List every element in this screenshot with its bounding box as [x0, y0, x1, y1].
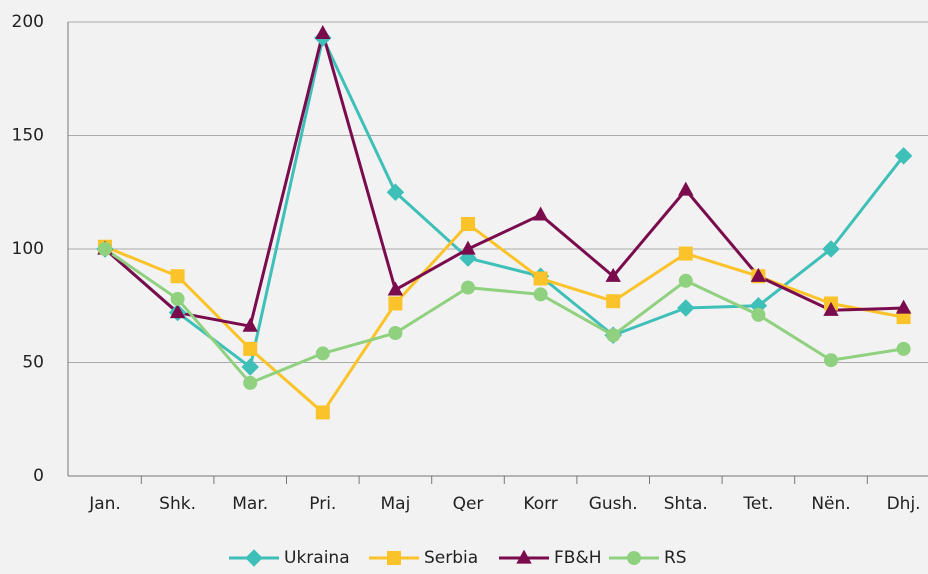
x-tick-label: Qer: [453, 494, 484, 514]
marker: [896, 341, 911, 356]
x-tick-label: Nën.: [811, 494, 850, 514]
marker: [98, 242, 112, 256]
marker: [678, 181, 694, 196]
legend-label: FB&H: [554, 548, 601, 568]
marker: [387, 281, 404, 296]
series-line: [104, 247, 904, 385]
marker: [606, 328, 621, 343]
marker: [388, 296, 403, 311]
marker: [678, 273, 693, 288]
y-tick-label: 150: [12, 126, 44, 146]
marker: [170, 269, 185, 284]
marker: [533, 271, 548, 286]
marker: [605, 267, 621, 282]
legend-marker: [387, 551, 401, 565]
marker: [533, 287, 548, 302]
marker: [460, 240, 476, 255]
marker: [315, 346, 330, 361]
marker: [606, 294, 621, 309]
marker: [386, 183, 405, 201]
legend-label: Serbia: [424, 548, 478, 568]
marker: [461, 280, 475, 295]
marker: [822, 240, 840, 258]
series-line: [104, 222, 904, 414]
marker: [461, 217, 475, 232]
y-tick-label: 50: [22, 353, 44, 373]
x-tick-label: Pri.: [309, 494, 336, 514]
marker: [894, 147, 913, 165]
y-tick-label: 100: [12, 239, 44, 259]
marker: [241, 358, 259, 376]
marker: [823, 301, 839, 316]
marker: [824, 353, 838, 368]
y-tick-label: 200: [12, 12, 44, 32]
y-tick-label: 0: [33, 466, 44, 486]
marker: [532, 206, 549, 221]
x-tick-label: Shta.: [664, 494, 708, 514]
marker: [315, 24, 331, 39]
legend-label: RS: [664, 548, 687, 568]
marker: [677, 299, 695, 317]
marker: [750, 267, 767, 282]
series-line: [104, 31, 904, 328]
marker: [751, 307, 766, 322]
marker: [895, 299, 912, 314]
x-tick-label: Maj: [380, 494, 410, 514]
series-line: [104, 36, 905, 369]
x-tick-label: Gush.: [589, 494, 638, 514]
marker: [243, 341, 258, 356]
x-tick-label: Mar.: [232, 494, 268, 514]
marker: [388, 325, 403, 340]
legend-label: Ukraina: [284, 548, 350, 568]
x-tick-label: Shk.: [159, 494, 196, 514]
marker: [169, 304, 186, 319]
marker: [170, 291, 185, 306]
legend-marker: [516, 549, 532, 564]
x-tick-label: Dhj.: [887, 494, 921, 514]
x-tick-label: Korr: [523, 494, 557, 514]
marker: [315, 405, 330, 420]
legend-marker: [245, 549, 263, 567]
marker: [678, 246, 693, 261]
marker: [242, 317, 258, 332]
x-tick-label: Tet.: [742, 494, 773, 514]
marker: [243, 375, 258, 390]
legend-marker: [627, 551, 641, 565]
x-tick-label: Jan.: [88, 494, 121, 514]
